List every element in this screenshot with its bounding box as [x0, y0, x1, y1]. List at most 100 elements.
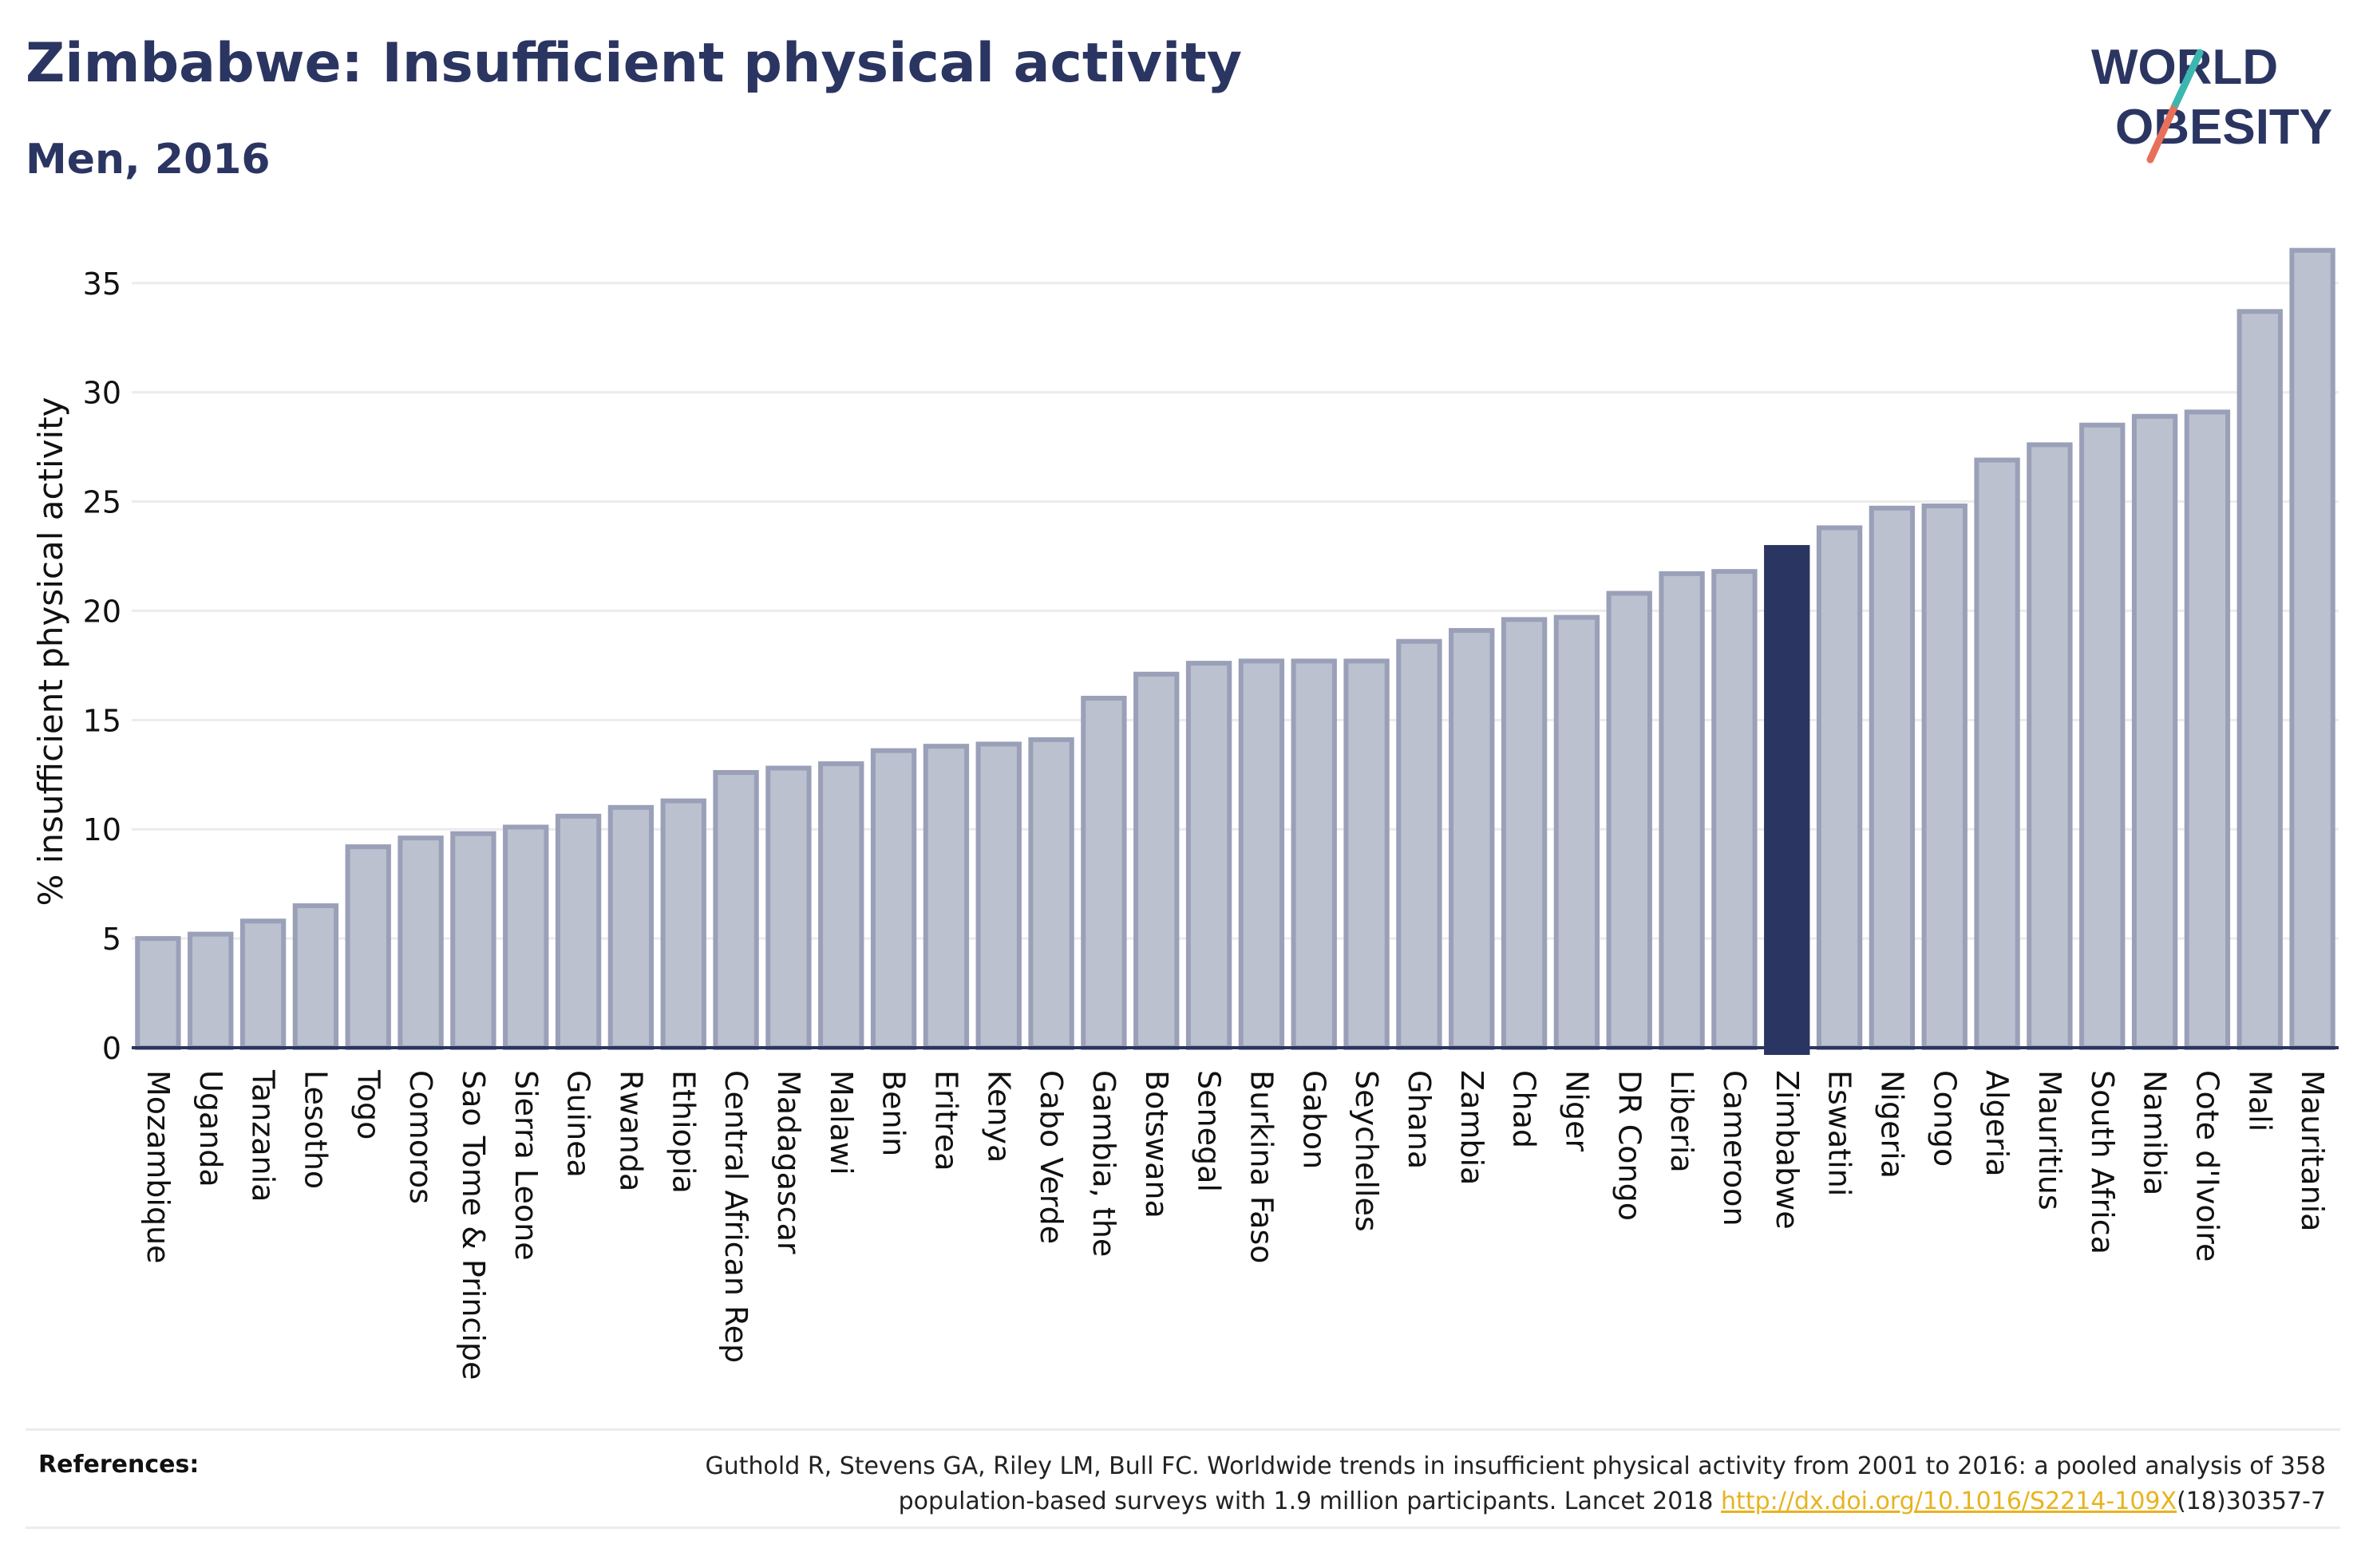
y-axis-title: % insufficient physical activity: [31, 397, 70, 906]
y-tick-label: 0: [102, 1031, 121, 1066]
bar: [1501, 617, 1548, 1050]
page-subtitle: Men, 2016: [26, 136, 271, 184]
bar: [923, 744, 970, 1051]
x-tick-label: Rwanda: [613, 1070, 648, 1191]
x-tick-label: Gambia, the: [1086, 1070, 1121, 1257]
bar: [607, 804, 655, 1050]
bar: [1343, 658, 1390, 1050]
bar: [2079, 422, 2126, 1050]
x-tick-label: Cote d'Ivoire: [2189, 1070, 2225, 1262]
x-tick-label: Togo: [350, 1069, 386, 1139]
x-tick-label: Zambia: [1454, 1070, 1489, 1185]
x-tick-label: Mauritania: [2295, 1070, 2330, 1231]
x-tick-label: Senegal: [1192, 1070, 1227, 1192]
x-tick-label: Cabo Verde: [1034, 1070, 1069, 1244]
bar: [2184, 409, 2231, 1050]
reference-text-line1: Guthold R, Stevens GA, Riley LM, Bull FC…: [705, 1452, 2326, 1480]
x-tick-label: Cameroon: [1717, 1070, 1752, 1226]
x-tick-label: Malawi: [824, 1070, 859, 1175]
bar: [1133, 671, 1180, 1050]
bar: [1028, 737, 1074, 1050]
bar: [1553, 614, 1600, 1050]
page-title: Zimbabwe: Insufficient physical activity: [26, 32, 1243, 95]
y-tick-label: 10: [83, 812, 121, 847]
bar: [2131, 413, 2178, 1050]
x-tick-label: Mauritius: [2032, 1070, 2067, 1211]
bar: [1921, 504, 1968, 1050]
bar: [555, 813, 602, 1050]
bar: [1449, 628, 1495, 1050]
x-tick-label: Benin: [876, 1070, 912, 1156]
y-tick-label: 15: [83, 703, 121, 738]
bar: [2289, 247, 2335, 1050]
references-text: Guthold R, Stevens GA, Riley LM, Bull FC…: [490, 1449, 2326, 1519]
bar: [345, 844, 391, 1050]
y-tick-label: 20: [83, 594, 121, 629]
x-tick-label: Ghana: [1402, 1070, 1437, 1169]
x-tick-label: Sierra Leone: [508, 1070, 544, 1261]
bar: [818, 761, 864, 1050]
x-tick-label: DR Congo: [1612, 1070, 1647, 1221]
bar: [713, 770, 759, 1050]
x-tick-label: Uganda: [193, 1070, 228, 1187]
footer-divider-top: [26, 1428, 2340, 1431]
x-tick-label: Ethiopia: [666, 1070, 701, 1194]
x-tick-label: Eritrea: [928, 1070, 963, 1171]
x-tick-label: Zimbabwe: [1770, 1070, 1805, 1230]
bar: [660, 798, 706, 1050]
bar: [975, 741, 1022, 1050]
bar: [1869, 505, 1916, 1050]
footer-divider-bottom: [26, 1527, 2340, 1529]
x-tick-label: Algeria: [1979, 1070, 2015, 1177]
x-tick-label: Liberia: [1664, 1070, 1699, 1173]
x-tick-label: Mozambique: [140, 1070, 176, 1264]
x-tick-label: Central African Rep: [718, 1070, 753, 1363]
bar: [870, 748, 917, 1050]
bar: [450, 831, 496, 1050]
x-tick-label: Namibia: [2138, 1070, 2173, 1195]
bar: [1659, 571, 1705, 1050]
x-tick-label: Niger: [1559, 1070, 1594, 1151]
bar: [2027, 442, 2073, 1050]
bar: [188, 931, 234, 1051]
references-label: References:: [38, 1451, 200, 1479]
y-tick-label: 5: [102, 922, 121, 957]
bar-highlighted: [1764, 545, 1810, 1055]
bar: [1711, 569, 1758, 1050]
x-tick-label: Guinea: [561, 1070, 596, 1178]
x-tick-label: Nigeria: [1874, 1070, 1909, 1179]
bar: [397, 835, 444, 1051]
x-tick-label: Burkina Faso: [1244, 1070, 1279, 1264]
reference-doi-link[interactable]: http://dx.doi.org/10.1016/S2214-109X: [1721, 1487, 2177, 1515]
bar-chart: 0 5 10 15 20 25 30 35 % insufficient physical ac…: [31, 247, 2339, 1380]
bar: [1238, 658, 1285, 1050]
x-tick-label: Comoros: [403, 1070, 438, 1204]
x-tick-label: Eswatini: [1822, 1070, 1857, 1196]
y-tick-label: 30: [83, 376, 121, 411]
y-tick-label: 35: [83, 267, 121, 302]
x-tick-label: Mali: [2242, 1070, 2277, 1132]
x-tick-label: Kenya: [981, 1070, 1016, 1163]
logo-word-obesity: OBESITY: [2115, 100, 2332, 155]
world-obesity-logo: WORLD OBESITY: [2091, 40, 2332, 164]
bar: [1291, 658, 1337, 1050]
x-tick-label: Gabon: [1296, 1070, 1331, 1169]
x-tick-label: South Africa: [2085, 1070, 2120, 1254]
x-tick-label: Madagascar: [771, 1070, 806, 1254]
bar: [1396, 638, 1442, 1050]
x-tick-label: Chad: [1507, 1070, 1542, 1148]
x-tick-label: Seychelles: [1349, 1070, 1384, 1232]
bar: [1185, 661, 1232, 1051]
bar: [1081, 695, 1127, 1050]
reference-text-end: (18)30357-7: [2177, 1487, 2326, 1515]
bar: [1606, 590, 1652, 1050]
x-tick-label: Congo: [1927, 1070, 1962, 1167]
reference-text-line2: population-based surveys with 1.9 millio…: [898, 1487, 1722, 1515]
bar: [239, 918, 287, 1051]
bar: [2236, 309, 2283, 1051]
x-tick-label: Botswana: [1139, 1070, 1174, 1218]
bar: [1816, 525, 1863, 1050]
logo-slash-teal: [2172, 49, 2204, 108]
logo-slash-red: [2146, 100, 2180, 164]
bar: [1974, 457, 2020, 1050]
